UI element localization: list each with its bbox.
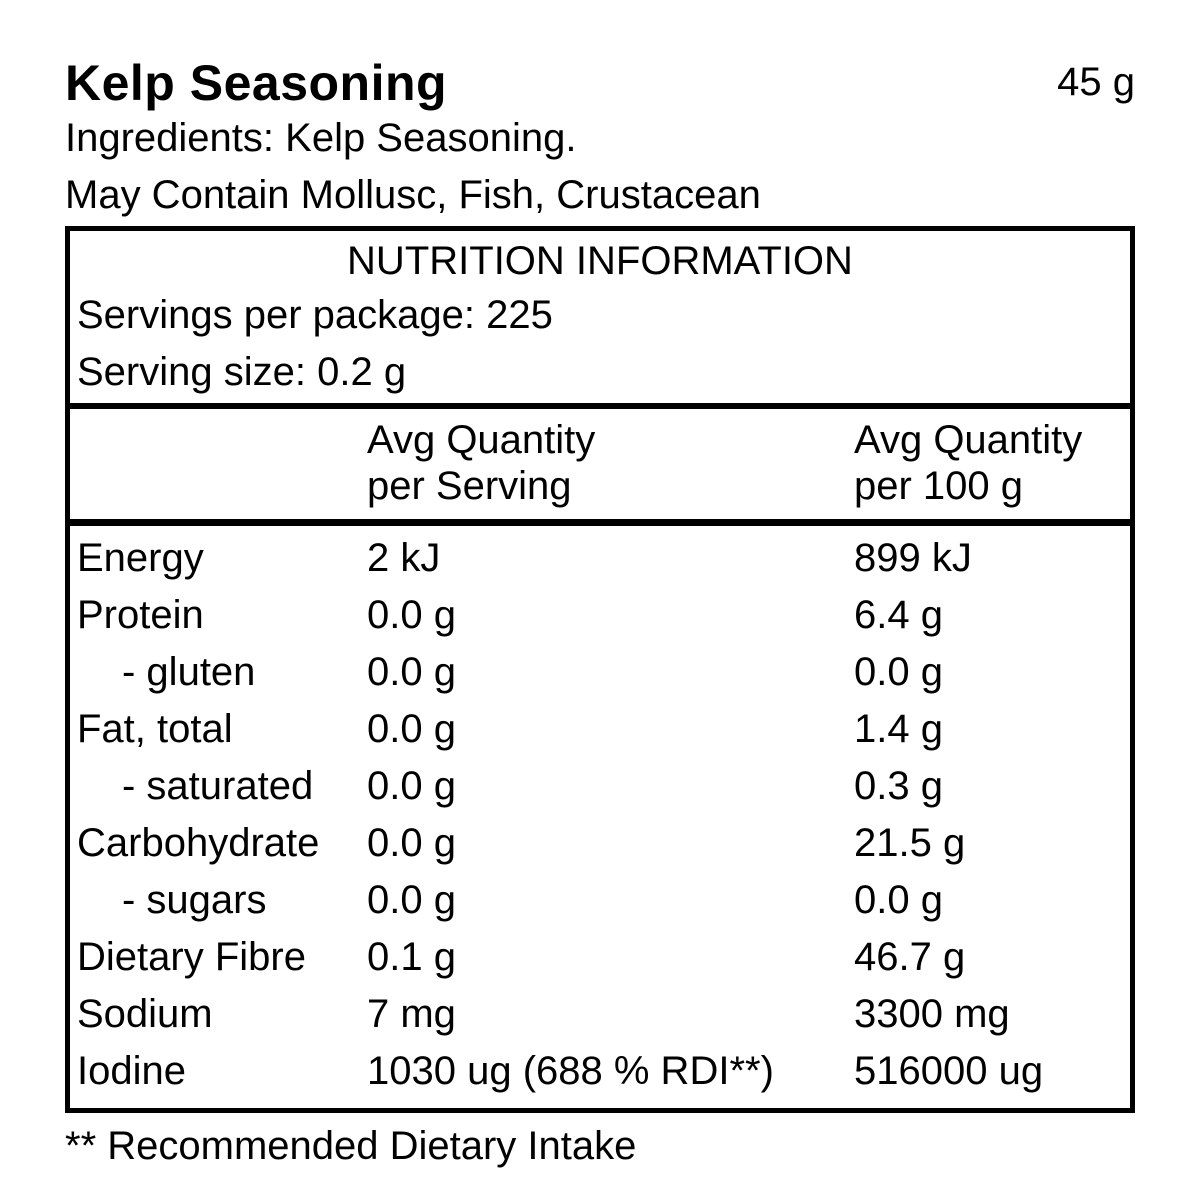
per-100g-value: 899 kJ xyxy=(854,536,972,580)
per-100g-column-header: Avg Quantity per 100 g xyxy=(854,417,1130,509)
per-serving-value: 2 kJ xyxy=(367,536,441,580)
nutrient-name: Dietary Fibre xyxy=(77,935,306,979)
per-serving-header-line2: per Serving xyxy=(367,464,572,508)
servings-per-package: Servings per package: 225 xyxy=(77,293,553,337)
nutrient-name: Iodine xyxy=(77,1049,186,1093)
nutrient-rows: Energy 2 kJ 899 kJ Protein 0.0 g 6.4 g -… xyxy=(70,526,1130,1108)
net-weight: 45 g xyxy=(1057,60,1135,104)
per-serving-value: 0.0 g xyxy=(367,878,456,922)
nutrient-name: Carbohydrate xyxy=(77,821,320,865)
nutrient-row: - saturated 0.0 g 0.3 g xyxy=(70,758,1130,815)
nutrient-name: - sugars xyxy=(122,878,267,922)
nutrient-name: Energy xyxy=(77,536,204,580)
nutrient-name: Protein xyxy=(77,593,204,637)
per-100g-value: 0.3 g xyxy=(854,764,943,808)
nutrient-row: Dietary Fibre 0.1 g 46.7 g xyxy=(70,929,1130,986)
nutrient-row: Carbohydrate 0.0 g 21.5 g xyxy=(70,815,1130,872)
per-serving-value: 0.0 g xyxy=(367,764,456,808)
per-100g-value: 21.5 g xyxy=(854,821,966,865)
per-100g-value: 516000 ug xyxy=(854,1049,1044,1093)
per-100g-value: 1.4 g xyxy=(854,707,943,751)
may-contain-line: May Contain Mollusc, Fish, Crustacean xyxy=(65,173,761,217)
per-100g-value: 0.0 g xyxy=(854,650,943,694)
per-serving-value: 0.0 g xyxy=(367,707,456,751)
per-100g-value: 0.0 g xyxy=(854,878,943,922)
divider xyxy=(70,403,1130,409)
nutrient-row: Fat, total 0.0 g 1.4 g xyxy=(70,701,1130,758)
nutrient-name: Fat, total xyxy=(77,707,233,751)
nutrient-column-header xyxy=(70,417,367,509)
nutrient-name: Sodium xyxy=(77,992,213,1036)
per-serving-value: 0.1 g xyxy=(367,935,456,979)
header: Kelp Seasoning 45 g xyxy=(65,56,1135,110)
table-title: NUTRITION INFORMATION xyxy=(347,239,853,283)
nutrient-row: Sodium 7 mg 3300 mg xyxy=(70,986,1130,1043)
per-serving-value: 0.0 g xyxy=(367,650,456,694)
product-title: Kelp Seasoning xyxy=(65,55,448,111)
rdi-footnote: ** Recommended Dietary Intake xyxy=(65,1124,637,1168)
nutrition-table: NUTRITION INFORMATION Servings per packa… xyxy=(65,226,1135,1113)
per-serving-value: 0.0 g xyxy=(367,593,456,637)
per-100g-value: 3300 mg xyxy=(854,992,1010,1036)
ingredients-line: Ingredients: Kelp Seasoning. xyxy=(65,116,577,160)
per-serving-column-header: Avg Quantity per Serving xyxy=(367,417,854,509)
per-serving-value: 1030 ug (688 % RDI**) xyxy=(367,1049,774,1093)
nutrient-row: Iodine 1030 ug (688 % RDI**) 516000 ug xyxy=(70,1043,1130,1100)
per-serving-value: 0.0 g xyxy=(367,821,456,865)
per-serving-value: 7 mg xyxy=(367,992,456,1036)
nutrient-row: Protein 0.0 g 6.4 g xyxy=(70,587,1130,644)
nutrient-row: Energy 2 kJ 899 kJ xyxy=(70,530,1130,587)
per-100g-value: 6.4 g xyxy=(854,593,943,637)
per-100g-header-line1: Avg Quantity xyxy=(854,418,1083,462)
serving-size: Serving size: 0.2 g xyxy=(77,350,407,394)
per-100g-value: 46.7 g xyxy=(854,935,966,979)
per-100g-header-line2: per 100 g xyxy=(854,464,1024,508)
column-header-row: Avg Quantity per Serving Avg Quantity pe… xyxy=(70,409,1130,519)
nutrient-name: - gluten xyxy=(122,650,256,694)
divider xyxy=(70,519,1130,526)
nutrient-row: - gluten 0.0 g 0.0 g xyxy=(70,644,1130,701)
nutrient-name: - saturated xyxy=(122,764,314,808)
nutrient-row: - sugars 0.0 g 0.0 g xyxy=(70,872,1130,929)
table-top-section: NUTRITION INFORMATION Servings per packa… xyxy=(70,231,1130,403)
per-serving-header-line1: Avg Quantity xyxy=(367,418,596,462)
